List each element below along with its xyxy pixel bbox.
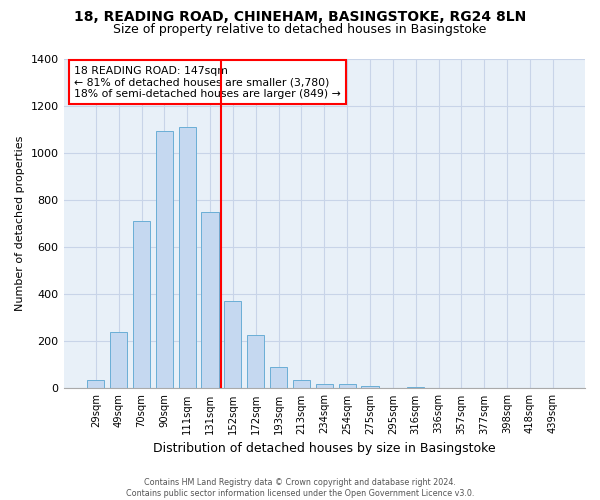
Bar	[247, 336, 265, 388]
Bar	[270, 368, 287, 388]
Text: 18, READING ROAD, CHINEHAM, BASINGSTOKE, RG24 8LN: 18, READING ROAD, CHINEHAM, BASINGSTOKE,…	[74, 10, 526, 24]
Bar	[179, 127, 196, 388]
Bar	[361, 386, 379, 388]
Bar	[110, 332, 127, 388]
Bar	[87, 380, 104, 388]
Text: Contains HM Land Registry data © Crown copyright and database right 2024.
Contai: Contains HM Land Registry data © Crown c…	[126, 478, 474, 498]
Bar	[293, 380, 310, 388]
Bar	[202, 212, 218, 388]
Text: 18 READING ROAD: 147sqm
← 81% of detached houses are smaller (3,780)
18% of semi: 18 READING ROAD: 147sqm ← 81% of detache…	[74, 66, 341, 99]
Y-axis label: Number of detached properties: Number of detached properties	[15, 136, 25, 312]
Bar	[156, 131, 173, 388]
Bar	[338, 384, 356, 388]
X-axis label: Distribution of detached houses by size in Basingstoke: Distribution of detached houses by size …	[153, 442, 496, 455]
Bar	[407, 386, 424, 388]
Text: Size of property relative to detached houses in Basingstoke: Size of property relative to detached ho…	[113, 22, 487, 36]
Bar	[224, 302, 241, 388]
Bar	[133, 222, 150, 388]
Bar	[316, 384, 333, 388]
